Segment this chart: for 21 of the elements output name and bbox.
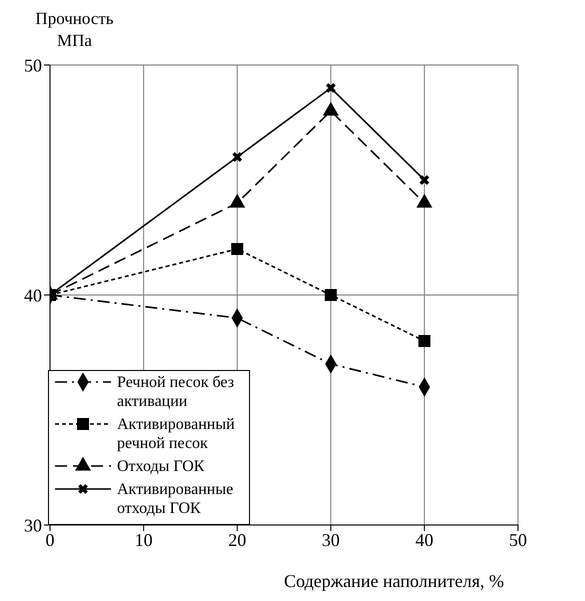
x-tick-label: 20 (228, 530, 246, 550)
x-tick-label: 0 (46, 530, 54, 550)
legend-label: Речной песок без активации (117, 373, 236, 411)
legend-label: Активированные отходы ГОК (117, 480, 234, 518)
point (326, 83, 336, 93)
point (420, 175, 430, 185)
legend-label: Отходы ГОК (117, 457, 204, 476)
y-tick-label: 30 (24, 515, 42, 536)
point (231, 243, 244, 255)
y-tick-label: 50 (24, 55, 42, 76)
point (418, 335, 430, 347)
y-tick-label: 40 (24, 285, 42, 306)
x-tick-label: 40 (415, 530, 434, 550)
x-axis-title: Содержание наполнителя, % (284, 571, 504, 591)
point (324, 289, 337, 301)
x-tick-label: 50 (509, 530, 527, 550)
x-tick-label: 10 (134, 530, 153, 550)
x-tick-label: 30 (322, 530, 340, 550)
legend-label: Активированный речной песок (117, 415, 236, 453)
point (232, 152, 242, 162)
y-axis-title: Прочность МПа (34, 8, 115, 52)
